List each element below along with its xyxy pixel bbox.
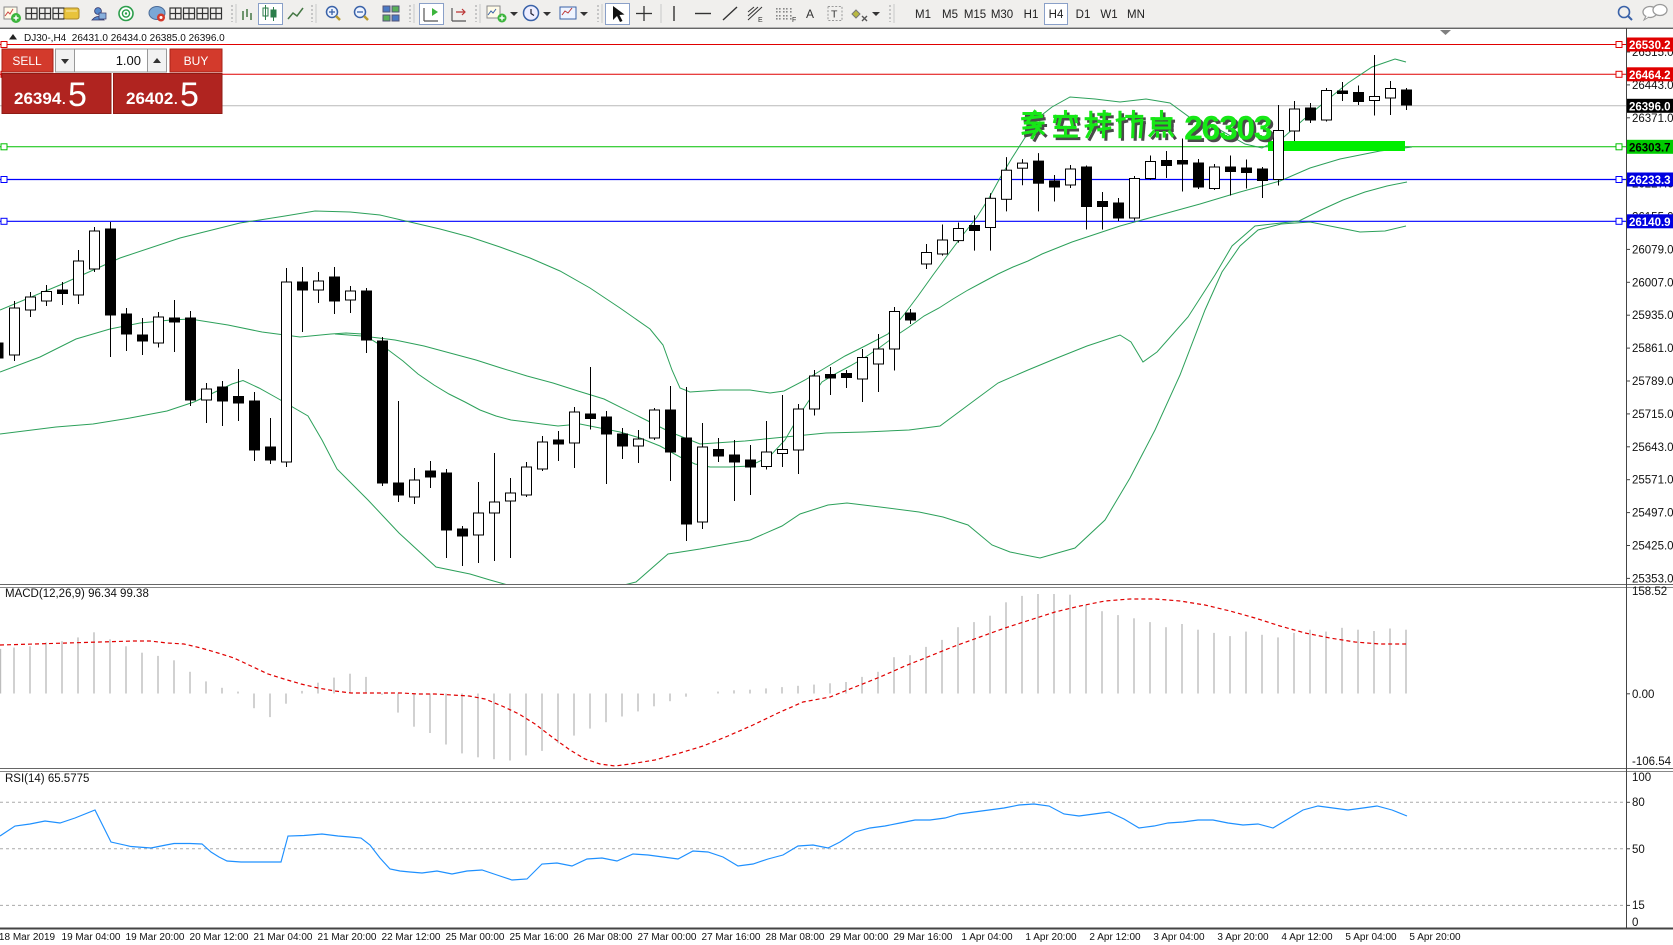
svg-text:22 Mar 12:00: 22 Mar 12:00 (382, 932, 441, 943)
svg-text:0.00: 0.00 (1632, 689, 1654, 701)
svg-text:M15: M15 (964, 9, 986, 21)
svg-text:0: 0 (1632, 917, 1638, 929)
svg-text:26394: 26394 (14, 89, 62, 108)
svg-text:3 Apr 04:00: 3 Apr 04:00 (1153, 932, 1205, 943)
svg-text:H1: H1 (1024, 9, 1039, 21)
svg-text:50: 50 (1632, 844, 1645, 856)
svg-text:RSI(14) 65.5775: RSI(14) 65.5775 (5, 773, 89, 785)
svg-text:29 Mar 16:00: 29 Mar 16:00 (894, 932, 953, 943)
svg-text:.: . (174, 92, 178, 107)
svg-text:M30: M30 (991, 9, 1013, 21)
svg-text:26140.9: 26140.9 (1629, 217, 1671, 229)
svg-text:M1: M1 (915, 9, 931, 21)
svg-text:26464.2: 26464.2 (1629, 70, 1671, 82)
svg-text:4 Apr 12:00: 4 Apr 12:00 (1281, 932, 1333, 943)
svg-text:80: 80 (1632, 797, 1645, 809)
svg-text:-106.54: -106.54 (1632, 756, 1672, 768)
svg-text:21 Mar 04:00: 21 Mar 04:00 (254, 932, 313, 943)
svg-text:26530.2: 26530.2 (1629, 40, 1671, 52)
svg-text:27 Mar 16:00: 27 Mar 16:00 (702, 932, 761, 943)
svg-text:E: E (758, 17, 763, 24)
svg-text:28 Mar 08:00: 28 Mar 08:00 (766, 932, 825, 943)
svg-text:SELL: SELL (12, 54, 42, 68)
svg-text:21 Mar 20:00: 21 Mar 20:00 (318, 932, 377, 943)
svg-text:100: 100 (1632, 772, 1651, 784)
svg-text:15: 15 (1632, 900, 1645, 912)
svg-text:MN: MN (1127, 9, 1145, 21)
svg-text:1 Apr 04:00: 1 Apr 04:00 (961, 932, 1013, 943)
svg-text:26233.3: 26233.3 (1629, 175, 1671, 187)
svg-text:26303.7: 26303.7 (1629, 142, 1671, 154)
svg-text:26 Mar 08:00: 26 Mar 08:00 (574, 932, 633, 943)
svg-text:26402: 26402 (126, 89, 173, 108)
svg-text:2 Apr 12:00: 2 Apr 12:00 (1089, 932, 1141, 943)
svg-text:25 Mar 16:00: 25 Mar 16:00 (510, 932, 569, 943)
svg-text:25571.0: 25571.0 (1632, 475, 1673, 487)
svg-text:25643.0: 25643.0 (1632, 442, 1673, 454)
svg-text:29 Mar 00:00: 29 Mar 00:00 (830, 932, 889, 943)
svg-text:19 Mar 04:00: 19 Mar 04:00 (62, 932, 121, 943)
svg-text:MACD(12,26,9) 96.34 99.38: MACD(12,26,9) 96.34 99.38 (5, 588, 149, 600)
svg-text:25935.0: 25935.0 (1632, 310, 1673, 322)
svg-text:M5: M5 (942, 9, 958, 21)
svg-text:158.52: 158.52 (1632, 586, 1667, 598)
svg-text:1.00: 1.00 (116, 53, 141, 68)
svg-text:19 Mar 20:00: 19 Mar 20:00 (126, 932, 185, 943)
svg-text:5: 5 (180, 76, 199, 114)
svg-text:26371.0: 26371.0 (1632, 113, 1673, 125)
svg-text:25715.0: 25715.0 (1632, 409, 1673, 421)
svg-text:20 Mar 12:00: 20 Mar 12:00 (190, 932, 249, 943)
svg-text:DJ30-,H4 26431.0 26434.0 2638: DJ30-,H4 26431.0 26434.0 26385.0 26396.0 (24, 33, 225, 44)
svg-text:3 Apr 20:00: 3 Apr 20:00 (1217, 932, 1269, 943)
svg-text:25353.0: 25353.0 (1632, 573, 1673, 585)
svg-text:T: T (831, 9, 838, 21)
svg-text:25 Mar 00:00: 25 Mar 00:00 (446, 932, 505, 943)
svg-text:.: . (62, 92, 66, 107)
svg-text:5 Apr 04:00: 5 Apr 04:00 (1345, 932, 1397, 943)
svg-text:F: F (792, 17, 796, 24)
svg-text:H4: H4 (1049, 9, 1064, 21)
svg-text:5 Apr 20:00: 5 Apr 20:00 (1409, 932, 1461, 943)
svg-text:25425.0: 25425.0 (1632, 541, 1673, 553)
svg-text:W1: W1 (1100, 9, 1117, 21)
svg-text:18 Mar 2019: 18 Mar 2019 (0, 932, 56, 943)
svg-text:1 Apr 20:00: 1 Apr 20:00 (1025, 932, 1077, 943)
svg-text:25789.0: 25789.0 (1632, 376, 1673, 388)
svg-text:BUY: BUY (184, 54, 209, 68)
svg-text:27 Mar 00:00: 27 Mar 00:00 (638, 932, 697, 943)
svg-text:26443.0: 26443.0 (1632, 80, 1673, 92)
svg-text:25497.0: 25497.0 (1632, 508, 1673, 520)
svg-text:A: A (806, 7, 814, 21)
svg-text:26396.0: 26396.0 (1629, 101, 1671, 113)
svg-text:5: 5 (68, 76, 87, 114)
svg-text:25861.0: 25861.0 (1632, 343, 1673, 355)
svg-text:26303: 26303 (1187, 112, 1275, 150)
svg-text:D1: D1 (1076, 9, 1091, 21)
svg-text:26007.0: 26007.0 (1632, 277, 1673, 289)
svg-text:26303: 26303 (1184, 110, 1272, 148)
svg-text:26079.0: 26079.0 (1632, 244, 1673, 256)
